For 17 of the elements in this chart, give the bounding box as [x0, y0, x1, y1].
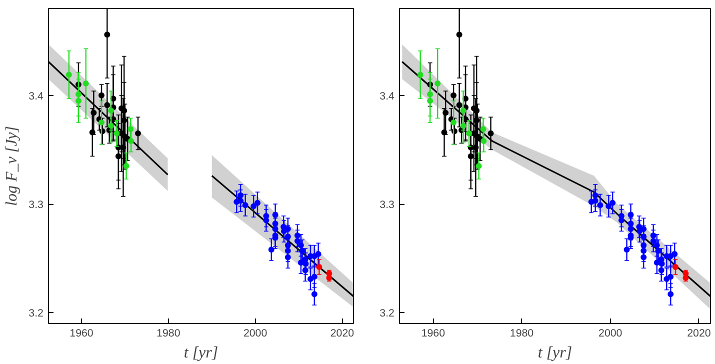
y-tick-label: 3.4 [28, 90, 44, 102]
y-tick-label: 3.3 [380, 199, 395, 212]
y-axis-title: log F_ν [Jy] [4, 126, 21, 206]
x-tick-label: 1980 [510, 328, 534, 340]
y-tick-label: 3.2 [380, 308, 395, 320]
x-axis-title: t [yr] [184, 344, 218, 362]
y-tick-label: 3.2 [28, 308, 44, 320]
x-tick-label: 1960 [70, 328, 94, 340]
y-tick-label: 3.4 [380, 90, 395, 102]
x-tick-label: 1980 [156, 328, 180, 340]
x-tick-label: 1960 [421, 328, 446, 340]
x-tick-label: 2000 [243, 328, 268, 340]
x-axis-title: t [yr] [538, 344, 572, 362]
x-tick-label: 2020 [330, 328, 354, 340]
x-tick-label: 2000 [598, 328, 622, 340]
x-tick-label: 2020 [687, 328, 711, 340]
y-tick-label: 3.3 [28, 199, 44, 212]
